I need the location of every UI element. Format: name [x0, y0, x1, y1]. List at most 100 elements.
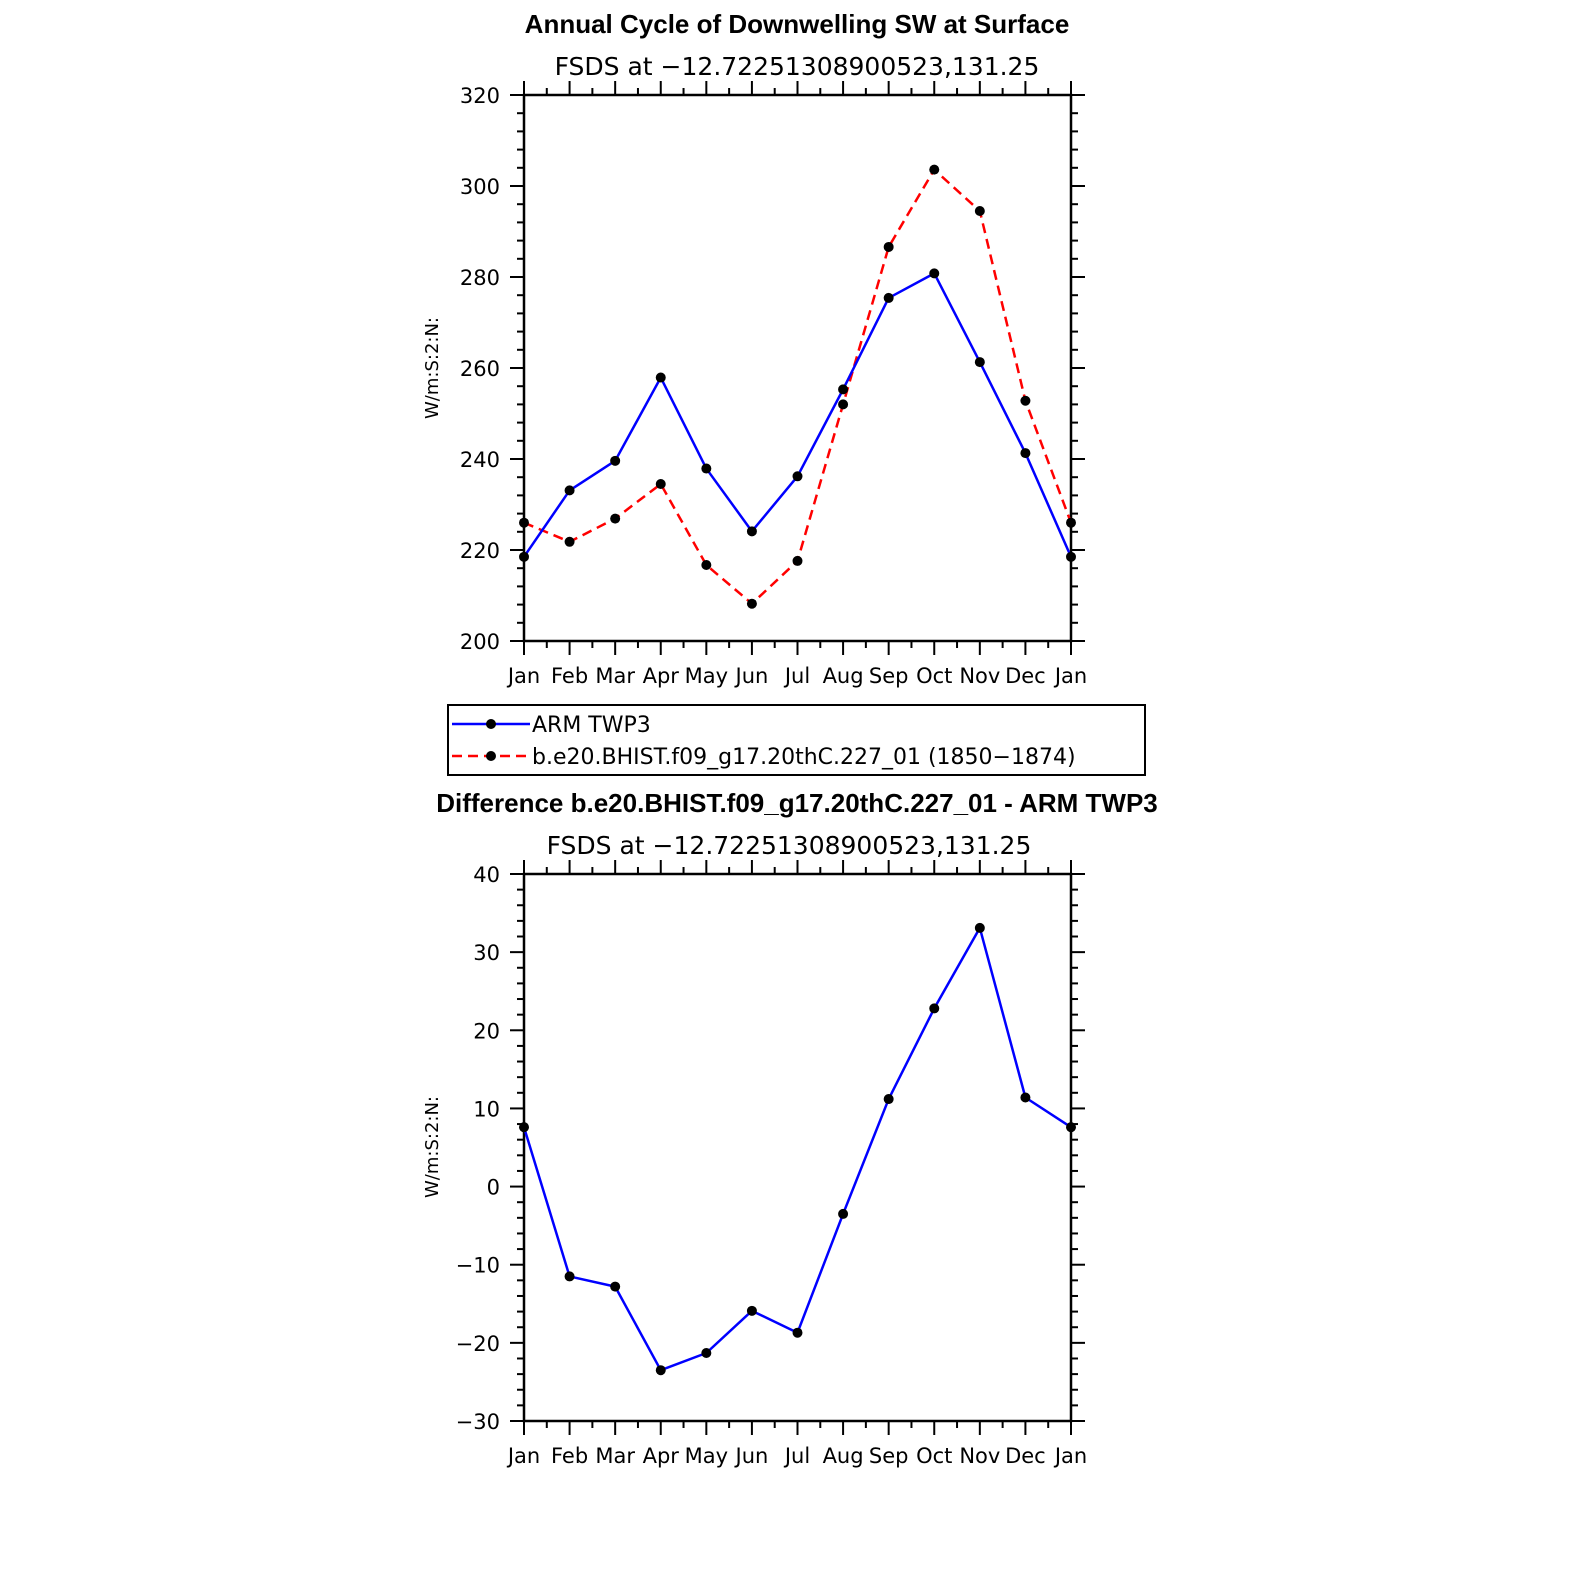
y-axis-label: W/m:S:2:N: [422, 1096, 443, 1198]
x-tick-label: Jun [734, 1444, 769, 1468]
data-point [564, 1271, 575, 1282]
legend-label-arm: ARM TWP3 [532, 713, 651, 738]
data-point [746, 1305, 757, 1316]
data-point [655, 372, 666, 383]
data-point [929, 164, 940, 175]
data-point [701, 560, 712, 571]
x-tick-label: Dec [1005, 1444, 1046, 1468]
data-point [974, 206, 985, 217]
y-tick-label: 280 [460, 266, 500, 290]
y-tick-label: 260 [460, 357, 500, 381]
x-tick-label: Sep [869, 1444, 909, 1468]
y-tick-label: 0 [487, 1176, 500, 1200]
x-tick-label: Jan [1053, 1444, 1087, 1468]
y-tick-label: −10 [456, 1254, 500, 1278]
data-point [792, 471, 803, 482]
y-tick-label: 40 [473, 863, 500, 887]
data-point [519, 1122, 529, 1133]
difference-panel: Difference b.e20.BHIST.f09_g17.20thC.227… [422, 788, 1158, 1468]
data-point [883, 241, 894, 252]
data-point [519, 517, 529, 528]
x-tick-label: Jan [506, 664, 540, 688]
data-point [1066, 517, 1076, 528]
data-point [564, 536, 575, 547]
data-point [746, 598, 757, 609]
x-tick-label: Apr [643, 664, 680, 688]
x-tick-label: Feb [551, 664, 588, 688]
data-point [1066, 1122, 1076, 1133]
data-point [1020, 1092, 1031, 1103]
data-point [792, 1327, 803, 1338]
x-tick-label: Jun [734, 664, 769, 688]
data-point [838, 399, 849, 410]
x-tick-label: May [685, 1444, 728, 1468]
series-line [522, 272, 1073, 558]
data-point [1020, 395, 1031, 406]
data-point [1066, 551, 1076, 562]
data-point [564, 485, 575, 496]
plot-area: −30 −20 −10 0 10 20 30 40 Jan Feb Mar Apr May Jun Jul A… [456, 860, 1087, 1468]
x-tick-label: Jan [506, 1444, 540, 1468]
data-point [883, 292, 894, 303]
data-point [929, 268, 940, 279]
x-tick-label: Nov [959, 664, 1000, 688]
x-tick-label: Dec [1005, 664, 1046, 688]
data-point [792, 555, 803, 566]
data-point [838, 1208, 849, 1219]
x-tick-label: Aug [823, 664, 864, 688]
series-line [523, 168, 1073, 605]
data-point [701, 1348, 712, 1359]
data-point [610, 513, 621, 524]
legend-marker-arm [486, 719, 496, 729]
data-point [974, 922, 985, 933]
x-tick-label: Mar [595, 664, 635, 688]
chart-title: Annual Cycle of Downwelling SW at Surfac… [525, 9, 1070, 39]
plot-area: 200 220 240 260 280 300 320 Jan Feb Mar Apr May Jun J… [460, 81, 1087, 688]
data-point [655, 1365, 666, 1376]
x-tick-label: Mar [595, 1444, 635, 1468]
data-point [838, 384, 849, 395]
chart-subtitle: FSDS at −12.72251308900523,131.25 [555, 52, 1040, 81]
y-tick-label: 320 [460, 84, 500, 108]
y-tick-label: 220 [460, 539, 500, 563]
x-tick-label: Oct [916, 1444, 952, 1468]
y-tick-label: 300 [460, 175, 500, 199]
x-tick-label: Jan [1053, 664, 1087, 688]
y-tick-label: 10 [473, 1097, 500, 1121]
data-point [655, 479, 666, 490]
data-point [1020, 448, 1031, 459]
legend-box [447, 704, 1146, 776]
legend-label-model: b.e20.BHIST.f09_g17.20thC.227_01 (1850−1… [532, 745, 1076, 770]
x-tick-label: Jul [783, 1444, 810, 1468]
x-tick-label: Aug [823, 1444, 864, 1468]
x-tick-label: Jul [783, 664, 810, 688]
x-tick-label: Feb [551, 1444, 588, 1468]
data-point [610, 1281, 621, 1292]
x-tick-label: Apr [643, 1444, 680, 1468]
data-point [610, 455, 621, 466]
y-tick-label: −30 [456, 1410, 500, 1434]
legend-marker-model [486, 751, 496, 761]
data-point [883, 1094, 894, 1105]
chart-title: Difference b.e20.BHIST.f09_g17.20thC.227… [436, 788, 1158, 818]
y-tick-label: 200 [460, 630, 500, 654]
data-point [746, 526, 757, 537]
series-line [522, 926, 1072, 1372]
annual-cycle-panel: Annual Cycle of Downwelling SW at Surfac… [422, 9, 1087, 688]
x-tick-label: Sep [869, 664, 909, 688]
x-tick-label: May [685, 664, 728, 688]
x-tick-label: Nov [959, 1444, 1000, 1468]
y-tick-label: 20 [473, 1019, 500, 1043]
data-point [701, 463, 712, 474]
plot-frame [522, 872, 1073, 1423]
y-tick-label: 240 [460, 448, 500, 472]
data-point [929, 1003, 940, 1014]
chart-subtitle: FSDS at −12.72251308900523,131.25 [547, 831, 1032, 860]
y-tick-label: 30 [473, 941, 500, 965]
data-point [974, 357, 985, 368]
y-tick-label: −20 [456, 1332, 500, 1356]
data-point [519, 551, 529, 562]
x-tick-label: Oct [916, 664, 952, 688]
y-axis-label: W/m:S:2:N: [422, 317, 443, 419]
